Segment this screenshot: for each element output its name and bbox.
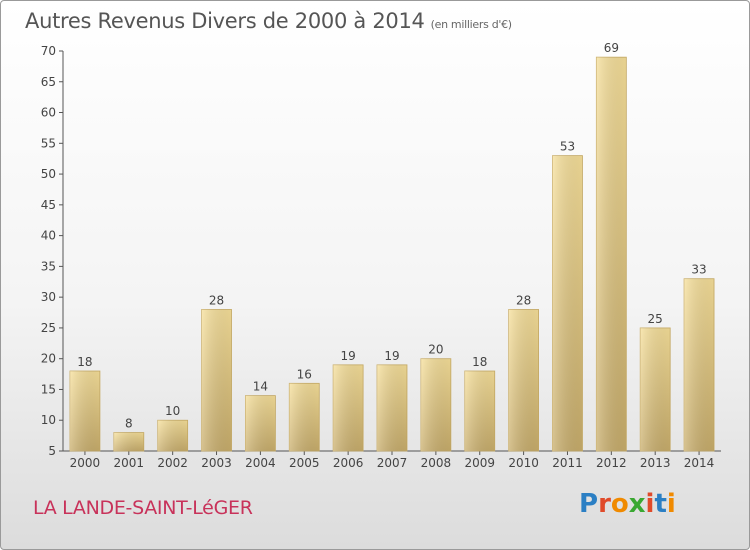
value-label: 25 (648, 312, 663, 326)
y-tick-label: 25 (41, 321, 56, 335)
value-label: 10 (165, 404, 180, 418)
value-label: 53 (560, 140, 575, 154)
x-tick-label: 2009 (464, 456, 495, 470)
x-tick-label: 2006 (333, 456, 364, 470)
y-tick-label: 65 (41, 75, 56, 89)
bar-shade-2005 (289, 383, 320, 451)
x-tick-label: 2000 (70, 456, 101, 470)
value-label: 18 (77, 355, 92, 369)
value-label: 20 (428, 343, 443, 357)
value-label: 18 (472, 355, 487, 369)
bar-shade-2007 (377, 364, 407, 451)
bar-shade-2006 (333, 364, 364, 451)
y-tick-label: 55 (41, 136, 56, 150)
logo-letter: r (598, 489, 611, 519)
bar-shade-2012 (596, 57, 627, 452)
x-tick-label: 2010 (508, 456, 539, 470)
y-tick-label: 60 (41, 106, 56, 120)
value-label: 16 (297, 367, 312, 381)
value-label: 28 (209, 293, 224, 307)
value-label: 19 (340, 349, 355, 363)
place-name: LA LANDE-SAINT-LéGER (33, 497, 253, 519)
x-tick-label: 2003 (201, 456, 232, 470)
value-label: 28 (516, 293, 531, 307)
y-tick-label: 45 (41, 198, 56, 212)
logo-letter: i (645, 489, 655, 519)
value-label: 69 (604, 41, 619, 55)
bar-shade-2013 (640, 327, 671, 451)
logo-letter: o (610, 489, 629, 519)
y-tick-label: 30 (41, 290, 56, 304)
x-tick-label: 2014 (684, 456, 715, 470)
chart-title-text: Autres Revenus Divers de 2000 à 2014 (25, 9, 425, 33)
bar-shade-2011 (552, 155, 583, 451)
logo-letter: x (628, 489, 646, 519)
x-tick-label: 2007 (377, 456, 408, 470)
value-label: 33 (691, 263, 706, 277)
logo-letter: i (666, 489, 676, 519)
x-tick-label: 2011 (552, 456, 583, 470)
proxiti-logo: Proxiti (579, 489, 676, 519)
y-tick-label: 20 (41, 352, 56, 366)
x-tick-label: 2005 (289, 456, 320, 470)
value-label: 19 (384, 349, 399, 363)
x-tick-label: 2013 (640, 456, 671, 470)
bar-shade-2008 (420, 358, 451, 451)
y-tick-label: 5 (48, 444, 56, 458)
bar-shade-2002 (157, 420, 188, 451)
value-label: 8 (125, 417, 133, 431)
bar-shade-2010 (508, 309, 539, 451)
x-tick-label: 2002 (157, 456, 188, 470)
x-tick-label: 2004 (245, 456, 276, 470)
bar-shade-2009 (464, 371, 495, 451)
x-tick-label: 2008 (421, 456, 452, 470)
y-tick-label: 40 (41, 229, 56, 243)
y-tick-label: 15 (41, 382, 56, 396)
logo-letter: t (654, 489, 667, 519)
bar-shade-2004 (245, 395, 276, 451)
y-tick-label: 10 (41, 413, 56, 427)
chart-title: Autres Revenus Divers de 2000 à 2014 (en … (25, 9, 512, 33)
value-label: 14 (253, 380, 268, 394)
y-tick-label: 70 (41, 44, 56, 58)
chart-subtitle: (en milliers d'€) (430, 18, 512, 31)
bar-shade-2001 (113, 432, 144, 451)
x-tick-label: 2001 (114, 456, 145, 470)
bar-shade-2014 (684, 278, 715, 451)
bar-shade-2000 (69, 371, 100, 451)
x-tick-label: 2012 (596, 456, 627, 470)
bar-shade-2003 (201, 309, 232, 451)
logo-letter: P (579, 489, 599, 519)
y-tick-label: 35 (41, 259, 56, 273)
y-tick-label: 50 (41, 167, 56, 181)
